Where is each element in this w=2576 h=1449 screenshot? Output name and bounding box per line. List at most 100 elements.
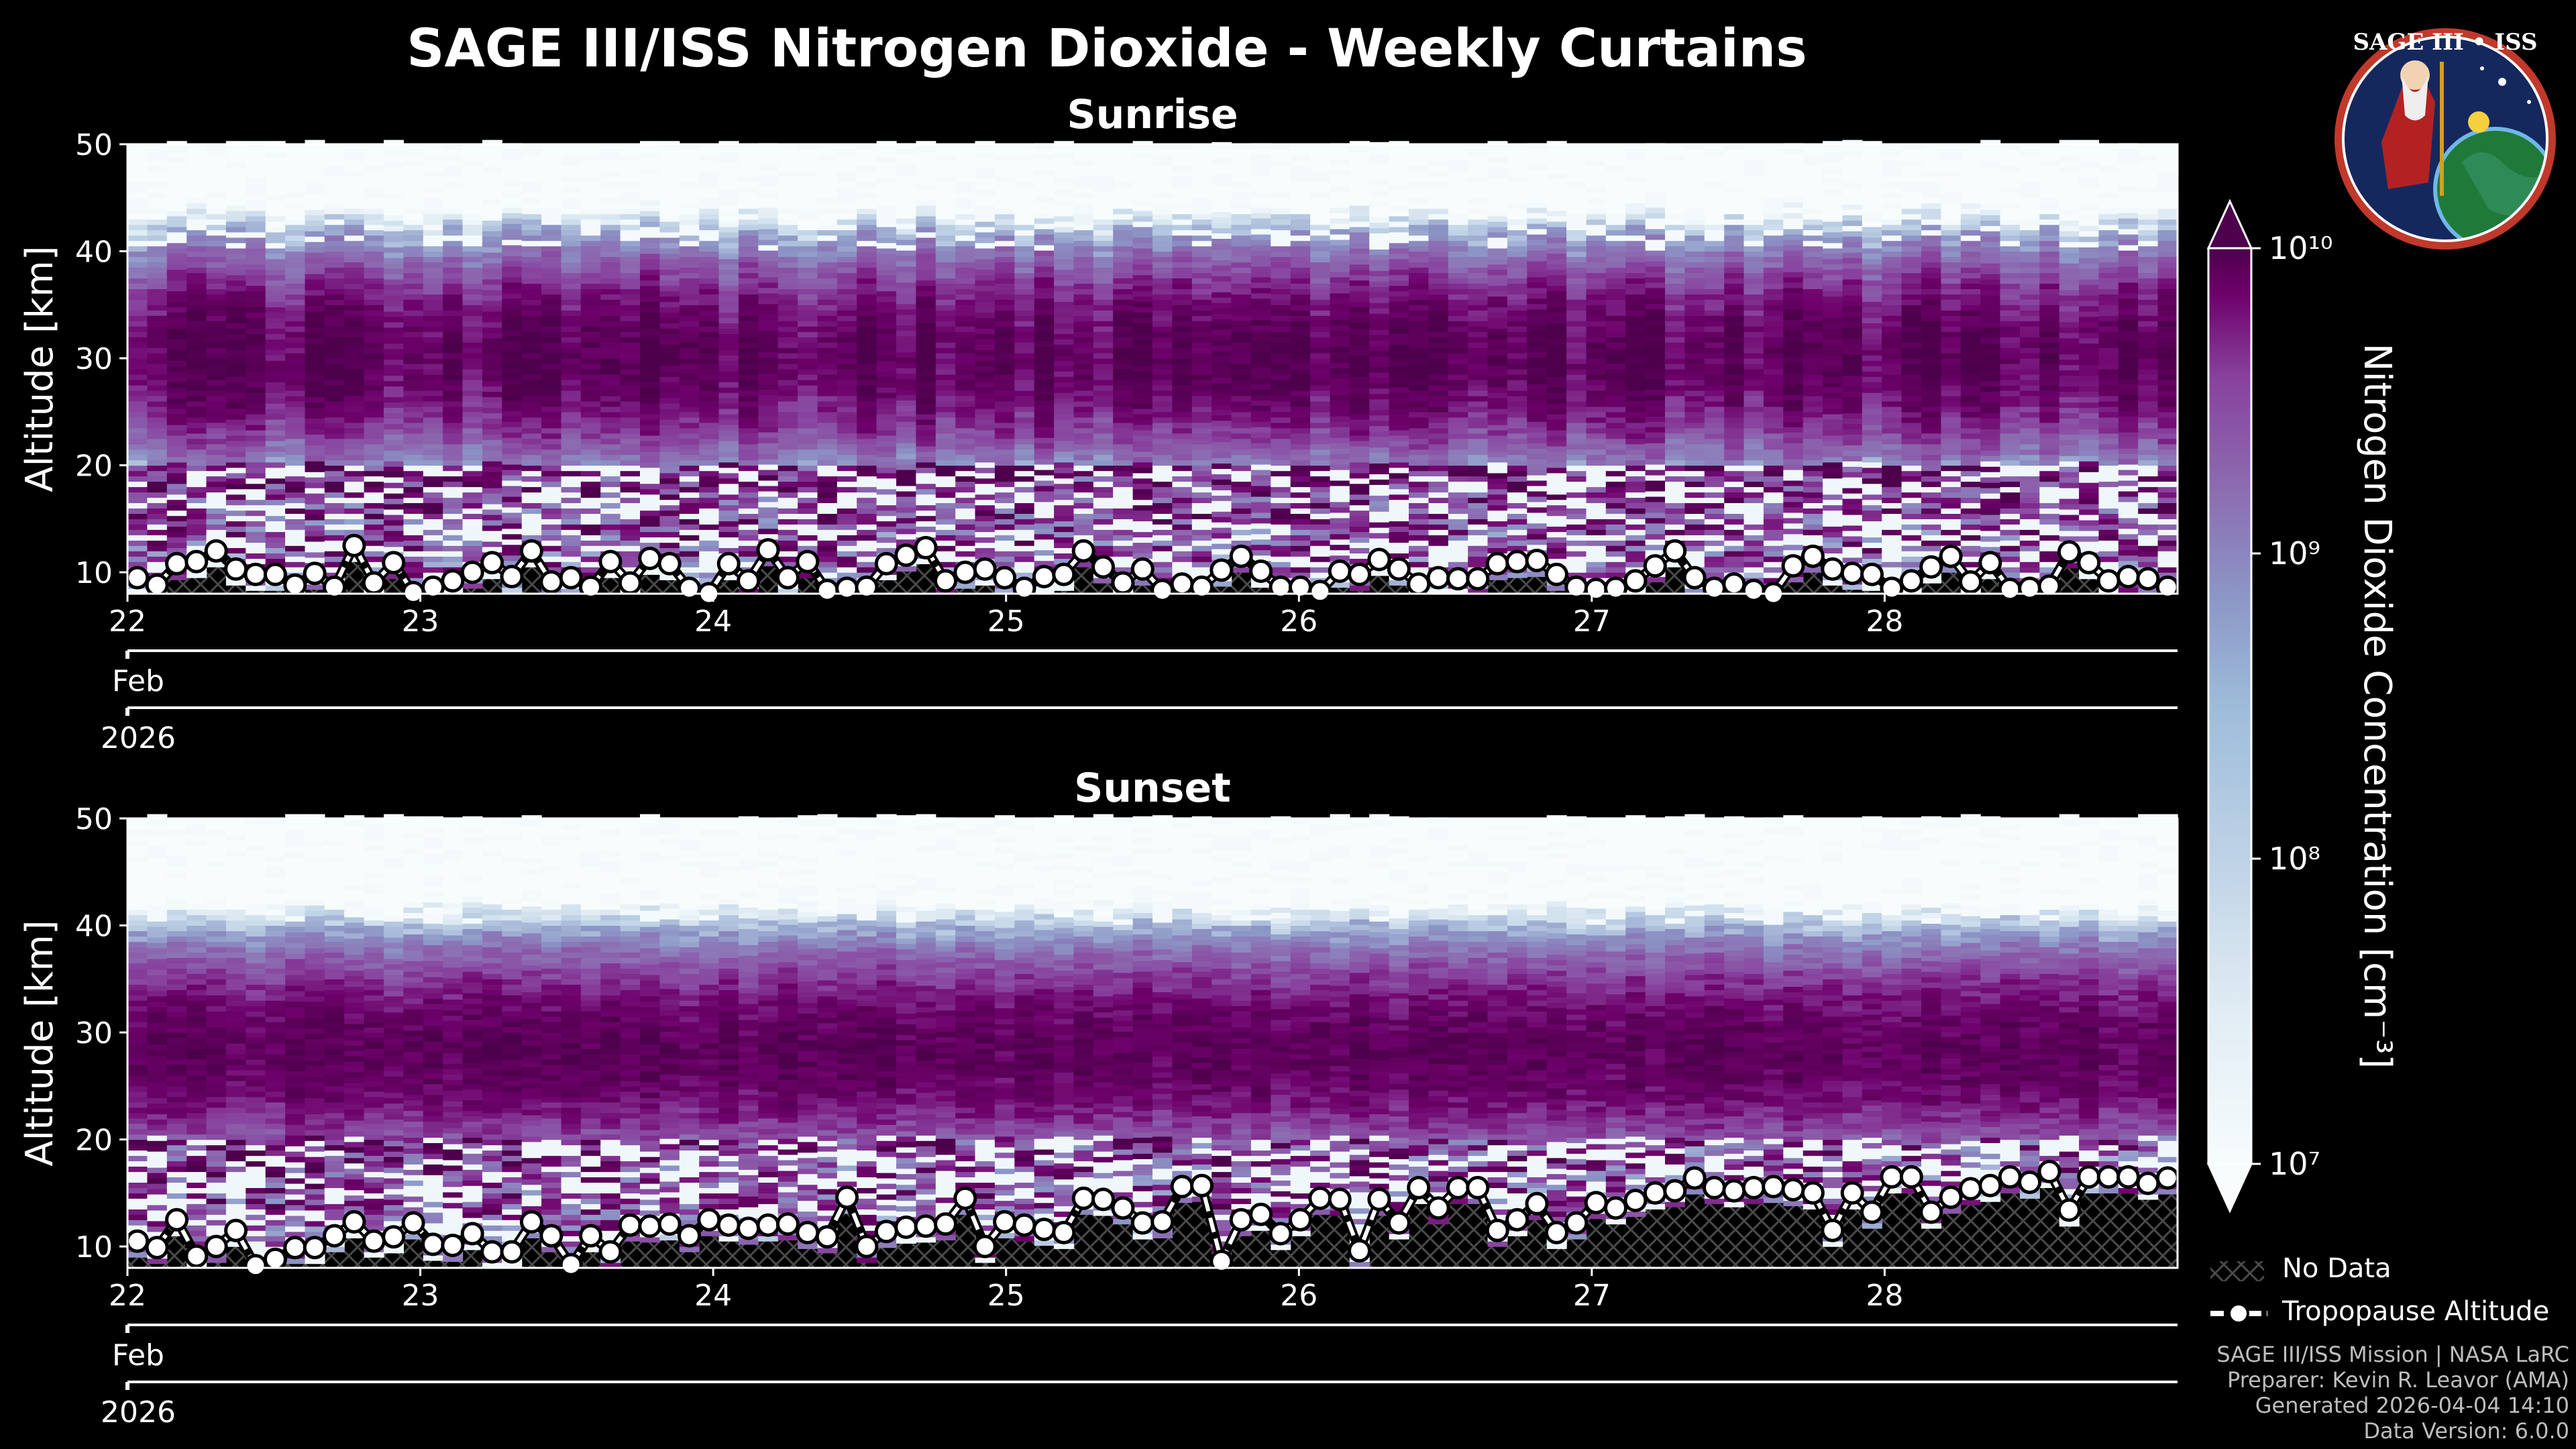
heatmap-cell <box>640 339 660 345</box>
heatmap-cell <box>462 144 483 150</box>
heatmap-cell <box>916 328 936 334</box>
heatmap-cell <box>423 176 443 182</box>
heatmap-cell <box>817 170 838 177</box>
heatmap-cell <box>1231 481 1252 488</box>
heatmap-cell <box>1113 513 1134 519</box>
heatmap-cell <box>521 433 542 439</box>
heatmap-cell <box>1290 545 1311 551</box>
heatmap-cell <box>1271 165 1291 172</box>
heatmap-cell <box>777 197 798 204</box>
heatmap-cell <box>1014 315 1035 321</box>
heatmap-cell <box>699 465 720 472</box>
heatmap-cell <box>462 235 483 241</box>
heatmap-cell <box>561 492 582 498</box>
heatmap-cell <box>1034 303 1055 310</box>
heatmap-cell <box>285 288 306 294</box>
heatmap-cell <box>758 175 779 181</box>
heatmap-cell <box>344 170 365 177</box>
heatmap-cell <box>127 406 148 413</box>
heatmap-cell <box>147 470 168 477</box>
heatmap-cell <box>857 380 877 386</box>
heatmap-cell <box>1191 438 1212 445</box>
heatmap-cell <box>600 229 621 236</box>
heatmap-cell <box>127 465 148 472</box>
heatmap-cell <box>403 337 424 343</box>
heatmap-cell <box>1054 189 1075 195</box>
heatmap-cell <box>384 268 404 274</box>
heatmap-cell <box>521 235 542 241</box>
heatmap-cell <box>541 486 562 493</box>
heatmap-cell <box>1290 165 1311 172</box>
heatmap-cell <box>896 335 916 342</box>
heatmap-cell <box>857 310 877 316</box>
heatmap-cell <box>403 545 424 551</box>
figure-title: SAGE III/ISS Nitrogen Dioxide - Weekly C… <box>407 19 1807 79</box>
heatmap-cell <box>1290 395 1311 402</box>
heatmap-cell <box>758 346 779 353</box>
heatmap-cell <box>403 380 424 386</box>
heatmap-cell <box>659 445 680 452</box>
heatmap-cell <box>1113 186 1134 193</box>
heatmap-cell <box>1250 319 1271 326</box>
heatmap-cell <box>896 255 916 262</box>
heatmap-cell <box>482 321 502 328</box>
heatmap-cell <box>1073 347 1094 354</box>
heatmap-cell <box>502 496 523 502</box>
heatmap-cell <box>600 278 621 284</box>
heatmap-cell <box>186 208 207 215</box>
heatmap-cell <box>1231 294 1252 300</box>
heatmap-cell <box>718 531 739 538</box>
heatmap-cell <box>1093 508 1114 514</box>
heatmap-cell <box>817 449 838 455</box>
heatmap-cell <box>384 396 404 403</box>
heatmap-cell <box>482 161 502 168</box>
heatmap-cell <box>1034 260 1055 267</box>
heatmap-cell <box>1054 478 1075 484</box>
heatmap-cell <box>857 519 877 525</box>
heatmap-cell <box>1034 394 1055 400</box>
heatmap-cell <box>758 186 779 192</box>
heatmap-cell <box>738 422 759 429</box>
heatmap-cell <box>916 414 936 420</box>
heatmap-cell <box>561 400 582 407</box>
heatmap-cell <box>561 176 582 182</box>
heatmap-cell <box>758 255 779 262</box>
heatmap-cell <box>640 478 660 484</box>
heatmap-cell <box>225 173 246 179</box>
heatmap-cell <box>1191 208 1212 215</box>
heatmap-cell <box>1152 326 1173 332</box>
heatmap-cell <box>1113 331 1134 337</box>
heatmap-cell <box>1113 160 1134 166</box>
heatmap-cell <box>679 256 700 263</box>
heatmap-cell <box>1250 292 1271 299</box>
heatmap-cell <box>1212 372 1232 378</box>
heatmap-cell <box>1231 165 1252 172</box>
heatmap-cell <box>1231 364 1252 370</box>
heatmap-cell <box>502 453 523 460</box>
heatmap-cell <box>364 219 384 225</box>
heatmap-cell <box>1231 492 1252 498</box>
heatmap-cell <box>1231 438 1252 445</box>
heatmap-cell <box>955 524 976 530</box>
heatmap-cell <box>1191 251 1212 258</box>
heatmap-cell <box>1231 299 1252 305</box>
heatmap-cell <box>1093 422 1114 429</box>
heatmap-cell <box>994 219 1015 225</box>
heatmap-cell <box>758 533 779 540</box>
heatmap-cell <box>324 229 345 236</box>
heatmap-cell <box>521 427 542 434</box>
heatmap-cell <box>186 400 207 407</box>
heatmap-cell <box>896 298 916 305</box>
heatmap-cell <box>777 551 798 557</box>
heatmap-cell <box>1191 150 1212 156</box>
heatmap-cell <box>699 519 720 525</box>
heatmap-cell <box>403 369 424 375</box>
heatmap-cell <box>225 451 246 458</box>
heatmap-cell <box>482 199 502 205</box>
heatmap-cell <box>1113 508 1134 514</box>
heatmap-cell <box>364 364 384 370</box>
heatmap-cell <box>265 173 286 179</box>
heatmap-cell <box>620 246 641 252</box>
heatmap-cell <box>1191 374 1212 380</box>
heatmap-cell <box>384 354 404 360</box>
